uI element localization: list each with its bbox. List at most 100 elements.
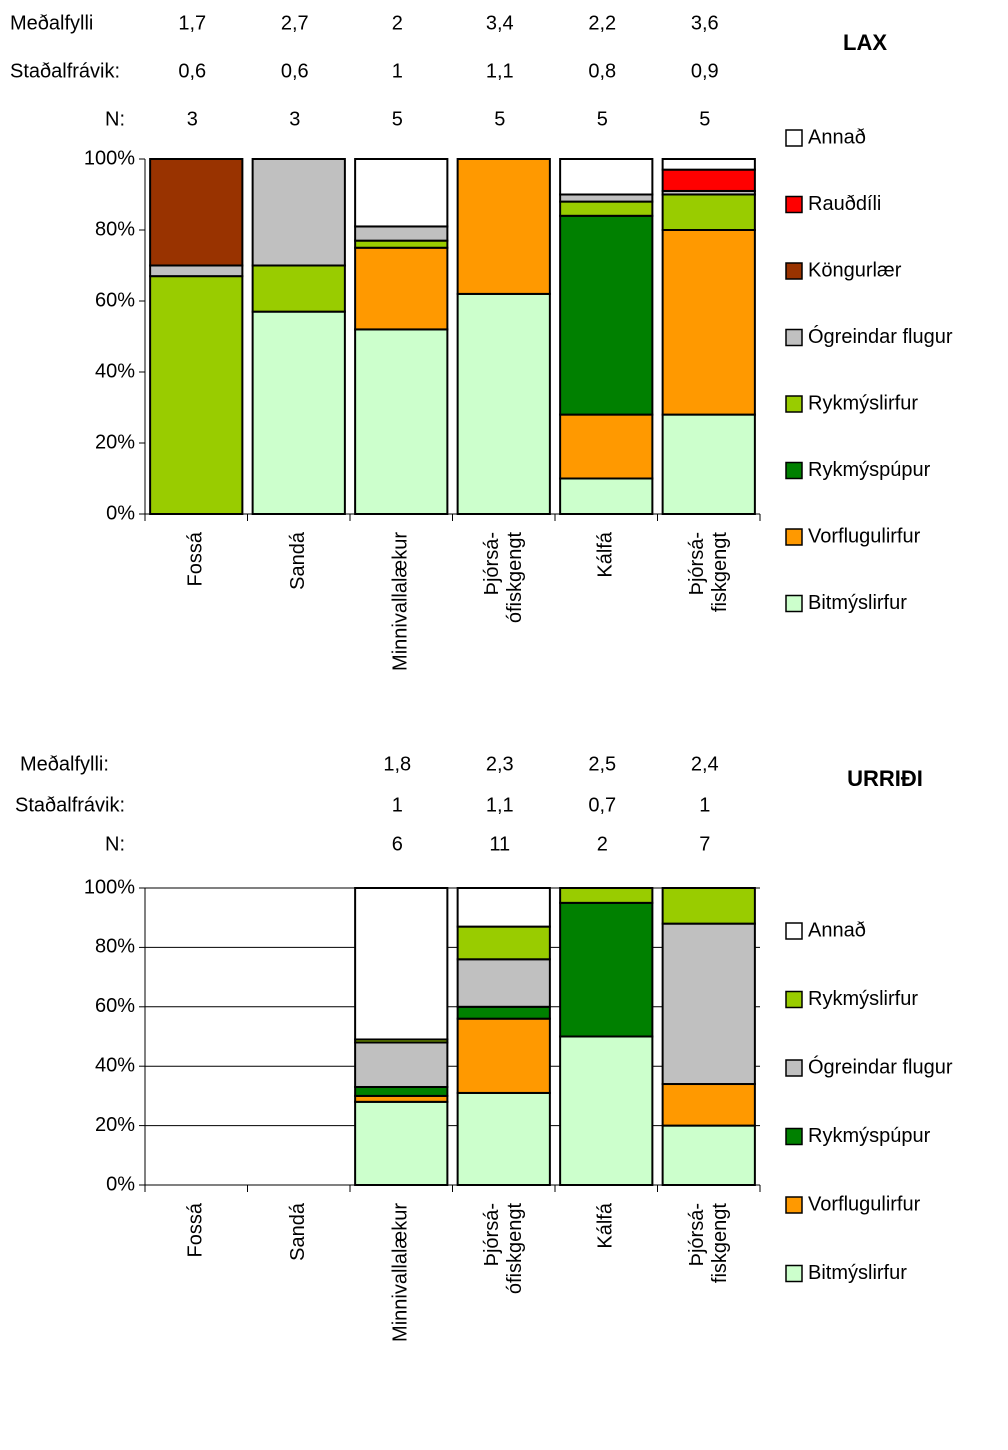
legend-swatch (785, 922, 803, 940)
bar-segment (149, 158, 244, 267)
bar-segment (661, 193, 756, 231)
bar-segment (661, 158, 756, 171)
stat-value: 1 (392, 60, 403, 82)
bar-segment (456, 158, 551, 295)
y-tick-label: 60% (95, 289, 135, 311)
label-line: Þjórsá- (686, 1203, 708, 1266)
y-tick-label: 80% (95, 218, 135, 240)
stat-value: 3 (187, 108, 198, 130)
stat-value: 0,8 (588, 60, 616, 82)
bar-segment (661, 1124, 756, 1186)
x-tick-label: Fossá (185, 531, 207, 586)
x-tick-label: Sandá (287, 531, 309, 590)
legend-swatch (785, 129, 803, 147)
bar-segment (559, 1035, 654, 1186)
bar-segment (354, 225, 449, 242)
bar-segment (354, 1100, 449, 1186)
stat-label: N: (105, 833, 125, 855)
legend-swatch (785, 1059, 803, 1077)
x-tick-label: Minnivallalækur (390, 1203, 412, 1342)
stat-value: 1,8 (383, 753, 411, 775)
legend-label: Bitmýslirfur (808, 1262, 907, 1284)
label-line: ófiskgengt (504, 532, 526, 624)
bar-segment (661, 887, 756, 925)
bar-segment (661, 229, 756, 416)
bar-segment (251, 264, 346, 313)
stat-value: 1 (392, 794, 403, 816)
bar-segment (661, 168, 756, 192)
bar-segment (559, 158, 654, 196)
stat-value: 7 (699, 833, 710, 855)
legend-label: Bitmýslirfur (808, 592, 907, 614)
bar-segment (559, 887, 654, 904)
label-line: Þjórsá- (686, 532, 708, 595)
x-tick-label: Þjórsá-ófiskgengt (481, 532, 526, 624)
bar-segment (559, 193, 654, 203)
legend-label: Rykmýspúpur (808, 1125, 931, 1147)
label-line: Þjórsá- (481, 532, 503, 595)
bar-segment (456, 1005, 551, 1020)
stat-value: 2,5 (588, 753, 616, 775)
bar-segment (456, 887, 551, 928)
legend-label: Ógreindar flugur (808, 1055, 953, 1078)
y-tick-label: 60% (95, 995, 135, 1017)
stat-value: 5 (597, 108, 608, 130)
bar-segment (354, 246, 449, 331)
bar-segment (456, 1091, 551, 1187)
bar-segment (559, 901, 654, 1038)
legend-swatch (785, 328, 803, 347)
x-tick-label: Þjórsá-fiskgengt (686, 532, 731, 612)
bar-segment (251, 310, 346, 515)
stat-value: 0,6 (281, 60, 309, 82)
stat-value: 2,3 (486, 753, 514, 775)
stat-value: 1,7 (178, 12, 206, 34)
stat-value: 11 (489, 833, 510, 855)
bar-segment (456, 958, 551, 1008)
stat-value: 1 (699, 794, 710, 816)
bar-segment (354, 239, 449, 249)
stat-value: 2 (597, 833, 608, 855)
label-line: fiskgengt (709, 532, 731, 612)
y-tick-label: 100% (84, 876, 135, 898)
legend-label: Annað (808, 126, 866, 148)
stat-label: Staðalfrávik: (15, 794, 125, 816)
bar-segment (559, 214, 654, 416)
stat-value: 3,4 (486, 12, 514, 34)
bar-segment (149, 275, 244, 515)
stat-label: Meðalfylli: (20, 753, 109, 775)
bar-segment (559, 200, 654, 217)
bar-segment (354, 1085, 449, 1097)
bar-segment (354, 887, 449, 1041)
y-tick-label: 80% (95, 936, 135, 958)
stat-label: Meðalfylli (10, 12, 93, 34)
bar-segment (661, 922, 756, 1086)
stat-value: 2,2 (588, 12, 616, 34)
x-tick-label: Fossá (185, 1202, 207, 1257)
x-tick-label: Kálfá (595, 531, 617, 577)
stat-value: 1,1 (486, 60, 514, 82)
legend-swatch (785, 528, 803, 546)
stat-value: 5 (699, 108, 710, 130)
legend-swatch (785, 990, 803, 1009)
legend-label: Köngurlær (808, 259, 902, 281)
chart-title: URRIÐI (847, 766, 923, 791)
y-tick-label: 40% (95, 1054, 135, 1076)
legend-label: Ógreindar flugur (808, 325, 953, 348)
y-tick-label: 20% (95, 431, 135, 453)
y-tick-label: 0% (106, 1173, 135, 1195)
legend-label: Rykmýspúpur (808, 459, 931, 481)
legend-swatch (785, 1127, 803, 1146)
bar-segment (456, 1017, 551, 1094)
stat-value: 0,9 (691, 60, 719, 82)
bar-segment (354, 158, 449, 228)
stat-value: 0,7 (588, 794, 616, 816)
stat-value: 3,6 (691, 12, 719, 34)
legend-swatch (785, 395, 803, 413)
legend-label: Vorflugulirfur (808, 1193, 921, 1215)
x-tick-label: Sandá (287, 1202, 309, 1261)
x-tick-label: Kálfá (595, 1202, 617, 1248)
bar-segment (354, 328, 449, 515)
y-tick-label: 0% (106, 502, 135, 524)
stat-value: 6 (392, 833, 403, 855)
